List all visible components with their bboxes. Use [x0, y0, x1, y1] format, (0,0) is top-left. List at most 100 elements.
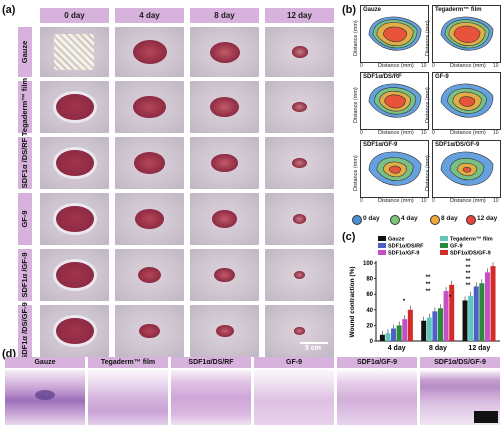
- contour-ring-3: [453, 25, 481, 43]
- contour-x-label: Distance (mm): [450, 130, 486, 136]
- contour-plot: Tegaderm™ film Distance (mm) 0 10 Distance (…: [425, 5, 501, 69]
- contour-rings: [440, 83, 494, 118]
- histology-label: SDF1α/DS/RF: [171, 357, 251, 368]
- wound-photo: [40, 193, 109, 245]
- y-tick-label: 60: [366, 292, 373, 298]
- wound-photo: [265, 81, 334, 133]
- wound-area: [137, 266, 162, 284]
- wound-area: [55, 261, 94, 289]
- wound-area: [294, 327, 305, 335]
- contour-ring-3: [462, 167, 472, 173]
- row-header-label: Tegaderm™ film: [20, 77, 29, 137]
- legend-swatch: [378, 250, 386, 255]
- contour-y-label: Distance (mm): [353, 87, 359, 123]
- row-header-gauze: Gauze: [18, 27, 32, 77]
- row-header-sdf1a-ds-gf9: SDF1α /DS/GF-9: [18, 302, 32, 360]
- contour-y-label: Distance (mm): [425, 20, 431, 56]
- legend-swatch: [352, 215, 362, 225]
- wound-photo: [40, 137, 109, 189]
- row-header-tegaderm: Tegaderm™ film: [18, 77, 32, 137]
- wound-photo: [190, 193, 259, 245]
- contour-rings: [368, 16, 422, 51]
- legend-label: 4 day: [401, 215, 418, 222]
- contour-rings: [440, 16, 494, 51]
- legend-label: 8 day: [441, 215, 458, 222]
- wound-photo: [190, 81, 259, 133]
- bar: [402, 319, 408, 341]
- histology-label: SDF1α/GF-9: [337, 357, 417, 368]
- y-tick-label: 100: [363, 261, 374, 267]
- bar: [462, 300, 468, 341]
- wound-area: [134, 152, 165, 174]
- wound-photo: [40, 27, 109, 77]
- contour-tick-max: 10: [421, 63, 427, 69]
- significance-marker: **: [466, 277, 471, 283]
- bar: [391, 328, 397, 341]
- contour-plot: Gauze Distance (mm) 0 10 Distance (mm): [353, 5, 429, 69]
- bar: [484, 272, 490, 341]
- contour-ring-3: [382, 26, 408, 43]
- legend-label: 0 day: [363, 215, 380, 222]
- col-header-12-day: 12 day: [265, 8, 334, 23]
- row-header-sdf1a-gf9: SDF1α /GF-9: [18, 249, 32, 301]
- row-header-label: Gauze: [20, 40, 29, 64]
- wound-photo: [40, 81, 109, 133]
- histology-label: GF-9: [254, 357, 334, 368]
- contour-plot: SDF1α/GF-9 Distance (mm) 0 10 Distance (mm): [353, 140, 429, 204]
- histology-image: [420, 370, 500, 425]
- legend-label: Tegaderm™ film: [450, 237, 493, 243]
- wound-area: [133, 95, 166, 119]
- bar: [438, 308, 443, 341]
- histology-image: [254, 370, 334, 425]
- scale-bar: [300, 342, 328, 344]
- contour-title: GF-9: [435, 74, 449, 80]
- wound-area: [211, 153, 238, 173]
- legend-swatch: [466, 215, 476, 225]
- row-header-label: SDF1α /DS/GF-9: [20, 302, 29, 360]
- bar: [443, 291, 449, 341]
- wound-area: [55, 317, 94, 345]
- wound-photo: [265, 27, 334, 77]
- wound-photo: [265, 193, 334, 245]
- bar: [468, 295, 474, 341]
- bar: [490, 266, 496, 341]
- contour-title: SDF1α/DS/RF: [363, 74, 402, 80]
- contour-ring-3: [458, 96, 476, 107]
- wound-area: [293, 270, 306, 280]
- row-header-sdf1a-ds-rf: SDF1α /DS/RF: [18, 137, 32, 189]
- contour-x-label: Distance (mm): [450, 198, 486, 204]
- significance-marker: **: [466, 265, 471, 271]
- contour-plot: SDF1α/DS/RF Distance (mm) 0 10 Distance (mm): [353, 72, 429, 136]
- wound-area: [55, 205, 94, 233]
- histology-image: [5, 370, 85, 425]
- contour-title: SDF1α/GF-9: [363, 142, 398, 148]
- histology-label: Gauze: [5, 357, 85, 368]
- bar: [432, 311, 438, 341]
- wound-area: [292, 214, 307, 224]
- wound-photo: [115, 305, 184, 357]
- bar: [396, 325, 402, 341]
- contour-tick-min: 0: [432, 198, 435, 204]
- contour-plot: GF-9 Distance (mm) 0 10 Distance (mm): [425, 72, 501, 136]
- legend-swatch: [430, 215, 440, 225]
- histology-image: [337, 370, 417, 425]
- significance-marker: **: [466, 259, 471, 265]
- bar: [379, 334, 385, 341]
- legend-swatch: [440, 250, 448, 255]
- contour-y-label: Distance (mm): [425, 155, 431, 191]
- contour-y-label: Distance (mm): [353, 155, 359, 191]
- wound-area: [214, 267, 235, 283]
- significance-marker: **: [426, 275, 431, 281]
- wound-area: [132, 40, 167, 64]
- legend-swatch: [378, 236, 386, 241]
- contour-y-label: Distance (mm): [425, 87, 431, 123]
- row-header-label: SDF1α /GF-9: [20, 252, 29, 298]
- contour-plot: SDF1α/DS/GF-9 Distance (mm) 0 10 Distance (m…: [425, 140, 501, 204]
- panel-a-letter: (a): [2, 4, 16, 16]
- wound-area: [209, 41, 240, 63]
- contour-title: Tegaderm™ film: [435, 7, 482, 13]
- bar: [473, 286, 479, 341]
- wound-photo: [115, 193, 184, 245]
- contour-ring-3: [388, 165, 402, 174]
- wound-photo: [115, 81, 184, 133]
